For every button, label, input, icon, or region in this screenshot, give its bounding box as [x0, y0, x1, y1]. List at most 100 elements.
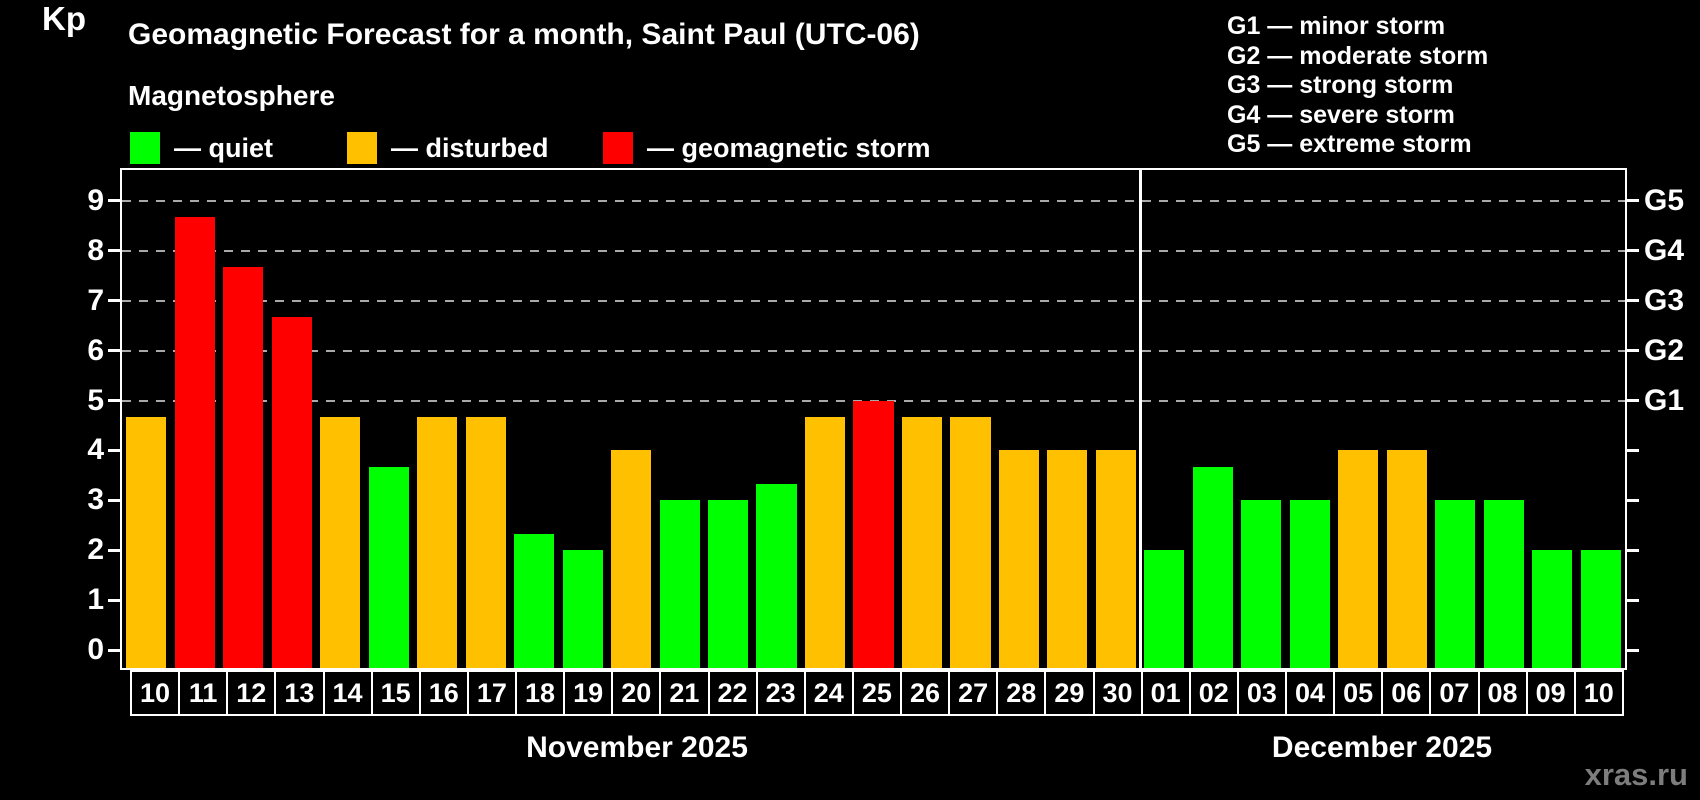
day-label-row: 10 11 12 13 14 15 16 17 18 19 20 21 22 23 24 25 26 27 28 29…	[130, 670, 1624, 716]
day-label-december-07: 07	[1429, 670, 1480, 716]
kp-bar-november-15	[368, 466, 409, 668]
right-tick-kp2	[1627, 548, 1639, 552]
day-label-november-30: 30	[1092, 670, 1143, 716]
kp-bar-december-01	[1144, 550, 1185, 668]
y-tick-label-8: 8	[87, 233, 104, 267]
kp-bar-december-08	[1483, 500, 1524, 668]
kp-bar-november-13	[271, 317, 312, 668]
kp-bar-december-02	[1192, 466, 1233, 668]
right-tick-kp9	[1627, 199, 1639, 203]
day-label-november-20: 20	[611, 670, 662, 716]
kp-bar-november-14	[320, 416, 361, 668]
right-axis-label-g3: G3	[1644, 283, 1685, 317]
g-legend-line-4: G4 — severe storm	[1227, 100, 1455, 129]
plot-area	[120, 168, 1627, 670]
right-tick-kp5	[1627, 399, 1639, 402]
legend-item-disturbed: — disturbed	[347, 132, 549, 164]
kp-bar-december-07	[1435, 500, 1476, 668]
right-axis-label-g2: G2	[1644, 333, 1685, 367]
y-axis-title: Kp	[42, 0, 86, 37]
y-tick-label-3: 3	[87, 483, 104, 517]
right-axis-label-g4: G4	[1644, 233, 1685, 267]
day-label-december-08: 08	[1477, 670, 1528, 716]
day-label-november-17: 17	[466, 670, 517, 716]
day-label-december-03: 03	[1236, 670, 1287, 716]
month-label-november: November 2025	[526, 731, 748, 764]
right-axis-label-g1: G1	[1644, 383, 1685, 417]
gridline-kp6	[122, 349, 1625, 352]
legend-item-storm: — geomagnetic storm	[603, 132, 931, 164]
day-label-november-28: 28	[996, 670, 1047, 716]
day-label-november-18: 18	[515, 670, 566, 716]
g-legend-line-1: G1 — minor storm	[1227, 12, 1446, 40]
kp-bar-november-30	[1095, 450, 1136, 668]
kp-bar-november-11	[174, 217, 215, 668]
left-tick-kp2	[108, 548, 120, 552]
day-label-november-27: 27	[948, 670, 999, 716]
kp-bar-november-29	[1047, 450, 1088, 668]
day-label-november-15: 15	[370, 670, 421, 716]
legend-item-quiet: — quiet	[130, 132, 273, 164]
kp-bar-november-17	[465, 416, 506, 668]
legend-swatch-quiet	[130, 132, 160, 164]
left-tick-kp6	[108, 349, 120, 353]
legend-label-storm: — geomagnetic storm	[647, 132, 931, 163]
right-tick-kp0	[1627, 648, 1639, 652]
left-tick-kp7	[108, 299, 120, 303]
day-label-november-12: 12	[226, 670, 277, 716]
day-label-december-01: 01	[1140, 670, 1191, 716]
kp-bar-november-16	[417, 416, 458, 668]
right-tick-kp3	[1627, 498, 1639, 502]
day-label-november-26: 26	[900, 670, 951, 716]
kp-bar-november-28	[998, 450, 1039, 668]
g-scale-legend: G1 — minor storm G2 — moderate storm G3 — …	[1227, 12, 1488, 160]
left-tick-kp1	[108, 598, 120, 602]
chart-title: Geomagnetic Forecast for a month, Saint …	[128, 18, 920, 51]
day-label-december-06: 06	[1381, 670, 1432, 716]
kp-bar-november-26	[901, 416, 943, 668]
g-legend-line-2: G2 — moderate storm	[1227, 41, 1489, 70]
gridline-kp7	[122, 299, 1625, 302]
day-label-december-09: 09	[1525, 670, 1576, 716]
kp-bar-november-23	[756, 483, 797, 668]
kp-bar-december-04	[1289, 500, 1330, 668]
right-tick-kp7	[1627, 299, 1639, 303]
day-label-november-24: 24	[803, 670, 854, 716]
plot-inner	[122, 170, 1625, 668]
kp-bar-november-20	[611, 450, 652, 668]
day-label-november-13: 13	[274, 670, 325, 716]
gridline-kp9	[122, 199, 1625, 202]
left-tick-kp8	[108, 249, 120, 253]
day-label-december-10: 10	[1573, 670, 1624, 716]
day-label-december-02: 02	[1188, 670, 1239, 716]
kp-bar-december-09	[1532, 550, 1573, 668]
kp-bar-november-25	[853, 400, 894, 668]
g-legend-line-5: G5 — extreme storm	[1227, 130, 1472, 158]
day-label-december-04: 04	[1285, 670, 1336, 716]
day-label-november-10: 10	[130, 670, 181, 716]
kp-bar-november-21	[659, 500, 700, 668]
chart-subtitle: Magnetosphere	[128, 80, 335, 111]
day-label-november-25: 25	[851, 670, 902, 716]
day-label-december-05: 05	[1333, 670, 1384, 716]
kp-bar-november-24	[804, 416, 846, 668]
kp-bar-november-22	[708, 500, 749, 668]
kp-bar-december-03	[1241, 500, 1282, 668]
y-tick-label-0: 0	[87, 633, 104, 666]
legend-swatch-storm	[603, 132, 633, 164]
y-tick-label-5: 5	[87, 383, 104, 417]
legend-swatch-disturbed	[347, 132, 377, 164]
legend-label-quiet: — quiet	[174, 132, 273, 163]
left-tick-kp0	[108, 648, 120, 652]
kp-bar-december-06	[1386, 450, 1427, 668]
right-tick-kp8	[1627, 249, 1639, 253]
left-tick-kp4	[108, 448, 120, 452]
right-tick-kp6	[1627, 349, 1639, 353]
legend-label-disturbed: — disturbed	[391, 132, 549, 163]
left-tick-kp9	[108, 199, 120, 203]
kp-bar-november-10	[126, 416, 167, 668]
g-legend-line-3: G3 — strong storm	[1227, 71, 1454, 99]
y-tick-label-1: 1	[87, 583, 104, 617]
kp-bar-december-05	[1338, 450, 1379, 668]
